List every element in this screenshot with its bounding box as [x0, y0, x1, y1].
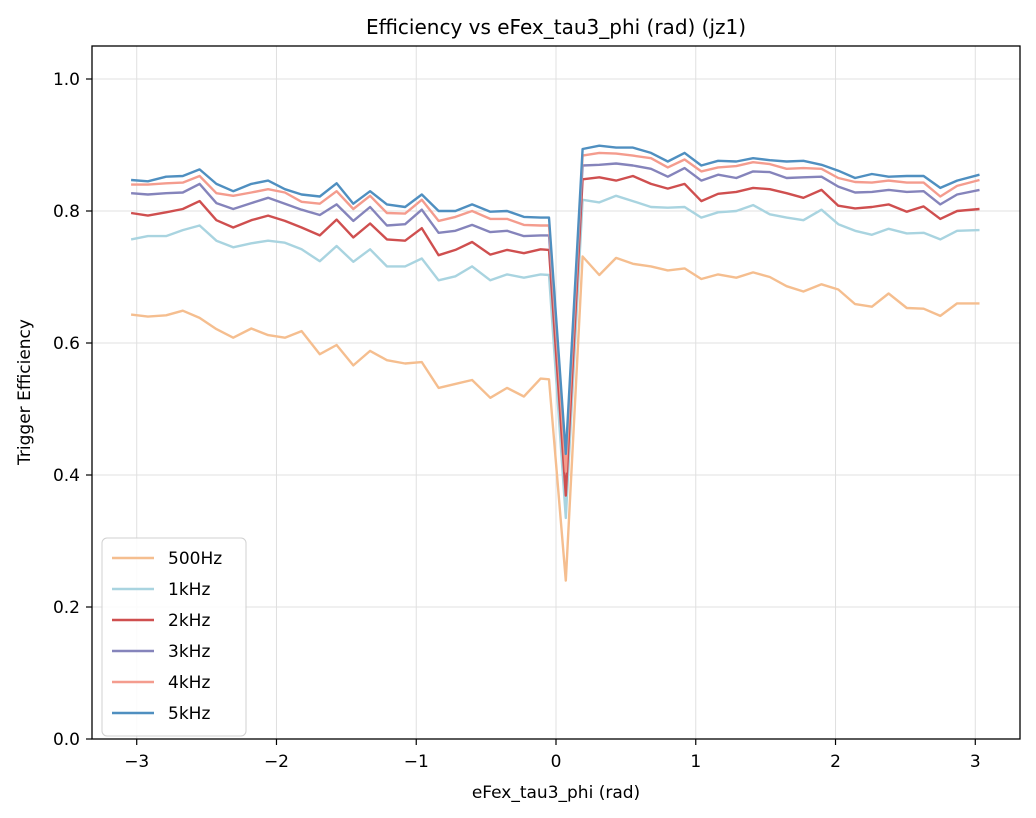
y-tick-label: 0.6: [53, 334, 80, 354]
legend-label: 1kHz: [168, 580, 210, 600]
y-tick-label: 0.0: [53, 730, 80, 750]
y-tick-label: 0.8: [53, 202, 80, 222]
x-tick-label: −2: [264, 752, 289, 772]
legend-label: 500Hz: [168, 549, 222, 569]
legend-label: 5kHz: [168, 704, 210, 724]
grid: [92, 46, 1020, 740]
x-axis: −3 −2 −1 0 1 2 3: [124, 739, 981, 772]
x-axis-label: eFex_tau3_phi (rad): [472, 783, 640, 803]
y-axis-label: Trigger Efficiency: [15, 319, 35, 466]
series-line-5kHz: [131, 144, 980, 456]
legend-label: 2kHz: [168, 611, 210, 631]
x-tick-label: 3: [970, 752, 981, 772]
chart-title: Efficiency vs eFex_tau3_phi (rad) (jz1): [366, 15, 746, 39]
legend: 500Hz 1kHz 2kHz 3kHz 4kHz 5kHz: [101, 537, 247, 737]
x-tick-label: −1: [404, 752, 429, 772]
x-tick-label: −3: [124, 752, 149, 772]
legend-box: [101, 537, 247, 737]
legend-label: 3kHz: [168, 642, 210, 662]
legend-label: 4kHz: [168, 673, 210, 693]
series-line-500Hz: [130, 255, 980, 582]
y-tick-label: 0.2: [53, 598, 80, 618]
x-tick-label: 2: [830, 752, 841, 772]
y-tick-label: 1.0: [53, 70, 80, 90]
y-axis: 0.0 0.2 0.4 0.6 0.8 1.0: [53, 70, 92, 750]
y-tick-label: 0.4: [53, 466, 80, 486]
x-tick-label: 0: [551, 752, 562, 772]
x-tick-label: 1: [690, 752, 701, 772]
series-line-1kHz: [130, 194, 980, 520]
series-layer: [130, 144, 980, 582]
